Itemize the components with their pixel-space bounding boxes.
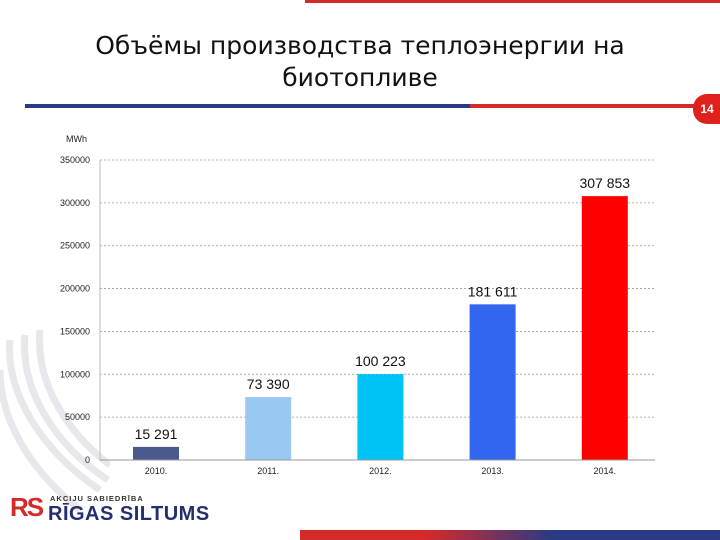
y-tick-label: 100000	[60, 369, 90, 379]
data-label: 307 853	[579, 175, 630, 191]
bar	[581, 196, 628, 460]
bar	[245, 397, 292, 460]
y-tick-label: 150000	[60, 326, 90, 336]
logo-tagline: AKCIJU SABIEDRĪBA	[50, 494, 144, 503]
page-number-badge: 14	[693, 94, 720, 124]
y-axis-label: MWh	[66, 134, 87, 144]
x-tick-label: 2014.	[594, 466, 617, 476]
x-tick-label: 2011.	[257, 466, 279, 476]
x-tick-label: 2012.	[369, 466, 392, 476]
title-line-2: биотопливе	[282, 63, 438, 92]
y-tick-label: 50000	[65, 412, 90, 422]
company-logo: RS AKCIJU SABIEDRĪBA RĪGAS SILTUMS	[10, 492, 270, 525]
data-label: 181 611	[468, 283, 518, 299]
y-tick-label: 200000	[60, 284, 90, 294]
y-tick-label: 250000	[60, 241, 90, 251]
data-label: 100 223	[355, 353, 406, 369]
logo-name: RĪGAS SILTUMS	[48, 503, 210, 525]
bar	[469, 304, 516, 460]
logo-mark: RS	[10, 492, 44, 522]
y-tick-label: 350000	[60, 155, 90, 165]
title-rule-blue	[25, 104, 470, 108]
top-accent-bar	[305, 0, 720, 3]
bar	[133, 446, 179, 460]
x-tick-label: 2010.	[145, 466, 168, 476]
page-title: Объёмы производства теплоэнергии на биот…	[40, 30, 680, 94]
title-rule-red	[470, 104, 700, 108]
data-label: 15 291	[135, 426, 178, 442]
y-tick-label: 0	[85, 455, 90, 465]
x-tick-label: 2013.	[481, 466, 504, 476]
title-line-1: Объёмы производства теплоэнергии на	[95, 31, 625, 60]
bottom-accent-stripe	[300, 530, 720, 540]
decorative-swoosh	[0, 330, 110, 513]
data-label: 73 390	[247, 376, 290, 392]
bar-chart: MWh 0 50000 100000 150000 200000 250000 300000…	[60, 134, 655, 476]
y-tick-label: 300000	[60, 198, 90, 208]
bar	[357, 374, 404, 460]
